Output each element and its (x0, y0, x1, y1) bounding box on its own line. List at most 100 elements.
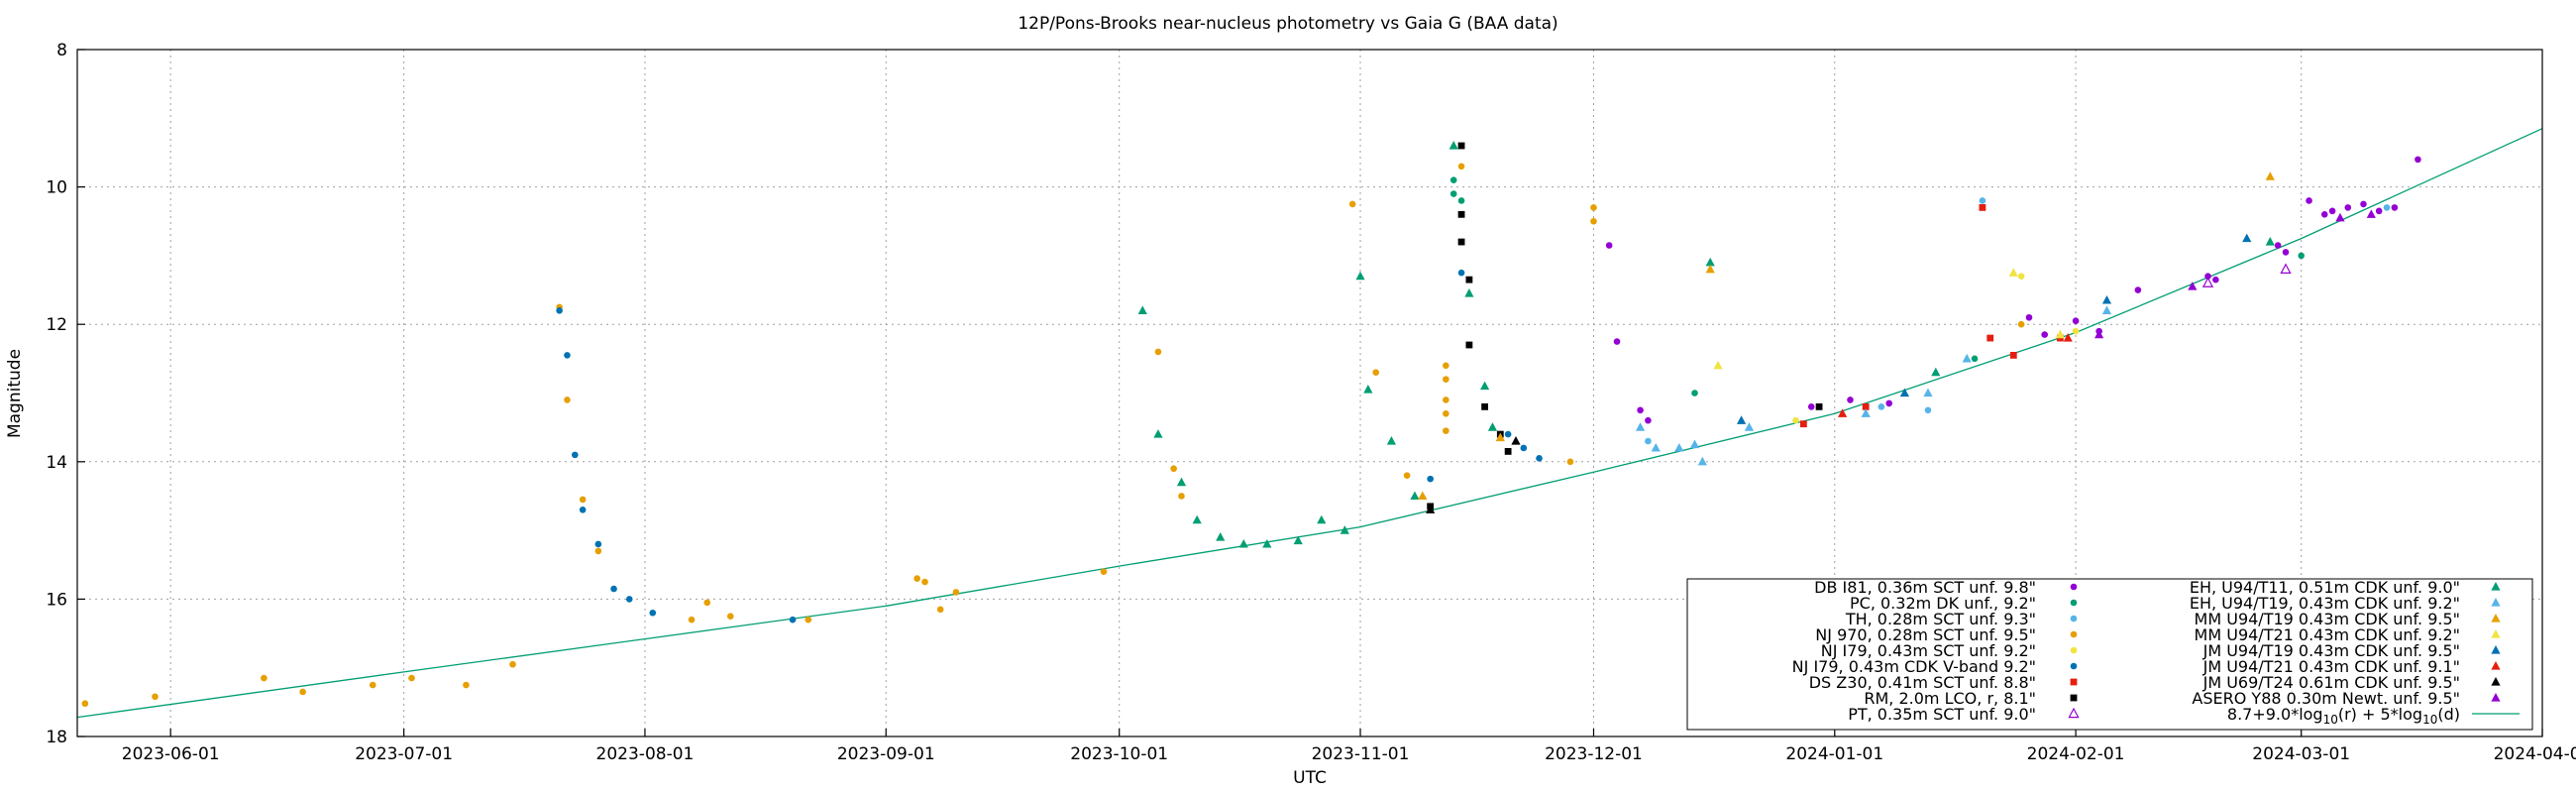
legend-label: ASERO Y88 0.30m Newt. unf. 9.5" (2192, 689, 2460, 708)
data-point (2328, 207, 2336, 215)
data-point (1340, 525, 1349, 534)
data-point (2063, 333, 2073, 342)
legend-symbol (2070, 583, 2078, 591)
data-point (1100, 568, 1108, 575)
data-point (1465, 276, 1473, 283)
data-point (1348, 200, 1356, 208)
data-point (1613, 338, 1621, 345)
data-point (2072, 327, 2080, 335)
data-point (1465, 341, 1473, 349)
data-point (1792, 416, 1799, 424)
data-point (1979, 203, 1986, 211)
data-point (1317, 514, 1327, 524)
legend-label-subscript: 10 (2323, 713, 2338, 727)
data-point (1154, 348, 1162, 356)
data-point (1443, 409, 1449, 417)
data-point (1457, 163, 1465, 170)
legend-symbol (2491, 582, 2501, 591)
data-point (1504, 430, 1512, 438)
data-point (1885, 399, 1893, 407)
data-point (1443, 376, 1449, 383)
y-tick-label: 8 (56, 41, 67, 60)
data-point (2204, 273, 2211, 280)
data-point (2335, 212, 2345, 222)
data-point (1924, 406, 1932, 414)
data-point (1426, 505, 1436, 513)
legend-label: JM U94/T19 0.43m CDK unf. 9.5" (2202, 641, 2460, 660)
data-point (1651, 442, 1661, 452)
data-point (594, 547, 602, 555)
legend-label: NJ 970, 0.28m SCT unf. 9.5" (1815, 625, 2036, 644)
data-point (1176, 477, 1187, 487)
data-point (2366, 209, 2376, 218)
data-points-layer (81, 141, 2421, 708)
data-point (2274, 242, 2282, 249)
data-point (2242, 233, 2252, 243)
data-point (1847, 396, 1854, 403)
plot-frame (76, 49, 2543, 737)
model-curve-layer (76, 128, 2543, 719)
data-point (2391, 204, 2399, 211)
chart-title: 12P/Pons-Brooks near-nucleus photometry … (1018, 14, 1557, 34)
data-point (1449, 190, 1457, 197)
data-point (1216, 532, 1226, 541)
data-point (1137, 305, 1147, 314)
x-tick-label: 2024-01-01 (1785, 744, 1883, 764)
data-point (2017, 273, 2025, 280)
data-point (1504, 448, 1512, 455)
data-point (2320, 211, 2328, 218)
data-point (1536, 455, 1543, 462)
data-point (1691, 390, 1698, 396)
data-point (913, 575, 920, 582)
legend-symbol (2070, 646, 2078, 654)
data-point (1861, 408, 1871, 417)
y-tick-label: 12 (46, 315, 67, 335)
legend-symbol (2070, 630, 2078, 638)
data-point (1481, 402, 1488, 410)
data-point (261, 674, 268, 682)
data-point (463, 681, 470, 689)
legend-symbol (2491, 693, 2501, 702)
y-tick-label: 10 (46, 178, 67, 198)
data-point (789, 616, 797, 623)
data-point (703, 599, 711, 607)
legend: DB I81, 0.36m SCT unf. 9.8"PC, 0.32m DK … (1686, 578, 2533, 731)
y-tick-label: 18 (46, 728, 67, 747)
legend-label: PT, 0.35m SCT unf. 9.0" (1848, 705, 2036, 724)
data-point (299, 688, 306, 696)
legend-label-subscript: 10 (2422, 713, 2437, 727)
data-point (936, 606, 944, 614)
data-point (1192, 514, 1202, 524)
legend-symbol (2070, 662, 2078, 670)
data-point (1979, 197, 1986, 204)
legend-symbol (2070, 678, 2078, 686)
data-point (1355, 271, 1365, 281)
legend-label: EH, U94/T11, 0.51m CDK unf. 9.0" (2190, 578, 2460, 597)
data-point (1986, 334, 1994, 342)
data-point (1153, 429, 1163, 438)
data-point (726, 613, 734, 621)
data-point (1449, 141, 1458, 150)
legend-symbol (2070, 694, 2078, 702)
data-point (1363, 385, 1373, 394)
legend-label: DB I81, 0.36m SCT unf. 9.8" (1814, 578, 2036, 597)
data-point (1838, 408, 1848, 417)
data-point (1293, 535, 1303, 545)
data-point (1689, 439, 1700, 449)
data-point (1457, 142, 1465, 150)
data-point (408, 674, 415, 682)
legend-label: JM U69/T24 0.61m CDK unf. 9.5" (2202, 673, 2460, 692)
x-tick-label: 2024-03-01 (2252, 744, 2350, 764)
data-point (2041, 331, 2048, 338)
legend-label: TH, 0.28m SCT unf. 9.3" (1845, 610, 2036, 628)
data-point (1713, 360, 1723, 370)
x-tick-label: 2023-10-01 (1070, 744, 1168, 764)
x-tick-label: 2023-12-01 (1545, 744, 1643, 764)
y-axis-label: Magnitude (5, 349, 25, 438)
data-point (1410, 491, 1420, 501)
legend-label: PC, 0.32m DK unf., 9.2" (1850, 594, 2036, 613)
data-point (1372, 369, 1380, 377)
data-point (1705, 257, 1715, 267)
legend-label-part: 8.7+9.0*log (2227, 705, 2323, 724)
data-point (2360, 200, 2367, 208)
